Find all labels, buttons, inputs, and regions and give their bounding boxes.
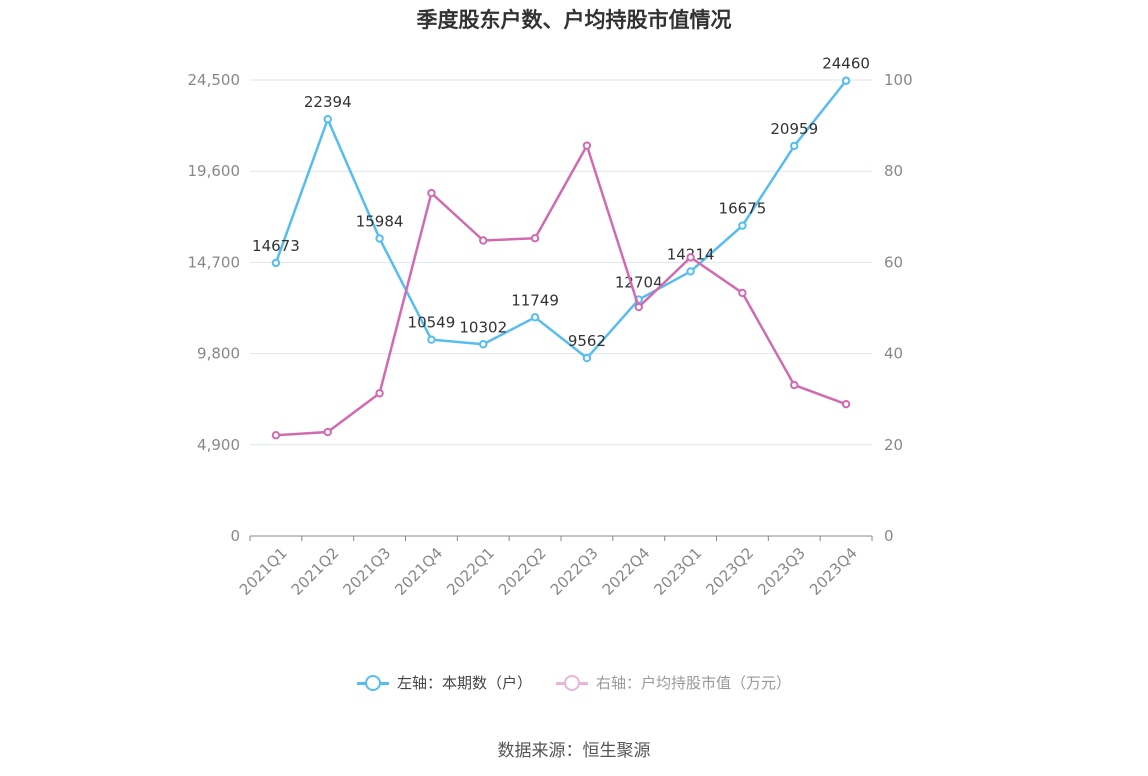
- data-point-1: [841, 400, 851, 409]
- x-axis-tick-label: 2023Q1: [651, 544, 706, 599]
- data-point-0: [738, 221, 747, 230]
- x-axis-tick-label: 2022Q4: [599, 544, 654, 599]
- left-axis-tick-label: 19,600: [188, 162, 241, 180]
- left-axis-tick-label: 24,500: [188, 71, 241, 89]
- data-point-0: [530, 313, 540, 322]
- data-label: 12704: [615, 274, 663, 292]
- x-axis-tick-label: 2021Q2: [288, 544, 343, 599]
- data-point-1: [323, 427, 332, 437]
- data-point-1: [530, 234, 540, 243]
- data-label: 11749: [511, 291, 559, 309]
- data-point-0: [271, 258, 281, 268]
- legend-swatch-households: [356, 674, 389, 691]
- right-axis-tick-label: 80: [884, 162, 903, 180]
- legend-label-households: 左轴：本期数（户）: [396, 674, 532, 692]
- data-point-0: [427, 335, 436, 344]
- data-label: 10549: [408, 314, 456, 332]
- legend-label-avg-value: 右轴：户均持股市值（万元）: [596, 674, 792, 692]
- data-point-0: [375, 234, 384, 243]
- data-label: 10302: [459, 318, 507, 336]
- legend-item-households[interactable]: 左轴：本期数（户）: [356, 672, 532, 693]
- data-point-1: [271, 431, 281, 440]
- right-axis-tick-label: 60: [884, 253, 903, 271]
- data-point-1: [427, 188, 436, 198]
- data-point-1: [582, 141, 592, 150]
- data-point-0: [323, 114, 332, 124]
- series-line-0: [274, 79, 848, 360]
- data-source: 数据来源：恒生聚源: [497, 741, 651, 761]
- data-point-0: [479, 340, 488, 349]
- x-axis-tick-label: 2021Q1: [236, 544, 291, 599]
- x-axis-tick-label: 2023Q4: [806, 544, 861, 599]
- data-point-0: [686, 267, 695, 276]
- right-axis-tick-label: 20: [884, 436, 903, 454]
- legend-swatch-avg-value: [556, 674, 588, 691]
- data-label: 22394: [304, 93, 352, 111]
- right-axis-tick-label: 100: [884, 71, 913, 89]
- data-point-0: [841, 76, 851, 85]
- left-axis-tick-label: 9,800: [197, 345, 240, 363]
- x-axis-tick-label: 2022Q1: [443, 544, 498, 599]
- x-axis-tick-label: 2023Q2: [702, 544, 757, 599]
- right-axis-tick-label: 0: [884, 527, 894, 545]
- data-point-0: [582, 353, 592, 363]
- x-axis-tick-label: 2022Q3: [547, 544, 602, 599]
- data-label: 14673: [252, 237, 300, 255]
- data-label: 24460: [822, 55, 870, 73]
- data-point-1: [686, 253, 695, 262]
- data-point-1: [738, 288, 747, 298]
- series-line-1: [275, 144, 847, 437]
- legend: 左轴：本期数（户） 右轴：户均持股市值（万元）: [0, 672, 1148, 693]
- chart-title: 季度股东户数、户均持股市值情况: [416, 8, 732, 32]
- data-label: 16675: [719, 200, 767, 218]
- data-point-1: [375, 389, 384, 398]
- data-point-1: [479, 236, 488, 245]
- right-axis-tick-label: 40: [884, 345, 903, 363]
- left-axis-tick-label: 0: [230, 527, 240, 545]
- x-axis-tick-label: 2021Q3: [340, 544, 395, 599]
- data-point-1: [790, 380, 799, 390]
- left-axis-tick-label: 14,700: [188, 253, 241, 271]
- x-axis-tick-label: 2021Q4: [391, 544, 446, 599]
- data-label: 15984: [356, 213, 404, 231]
- data-label: 9562: [568, 332, 606, 350]
- left-axis-tick-label: 4,900: [197, 436, 240, 454]
- data-label: 20959: [770, 120, 818, 138]
- legend-item-avg-value[interactable]: 右轴：户均持股市值（万元）: [556, 672, 791, 693]
- x-axis-tick-label: 2023Q3: [754, 544, 809, 599]
- data-point-1: [634, 302, 643, 312]
- data-point-0: [790, 141, 799, 151]
- x-axis-tick-label: 2022Q2: [495, 544, 550, 599]
